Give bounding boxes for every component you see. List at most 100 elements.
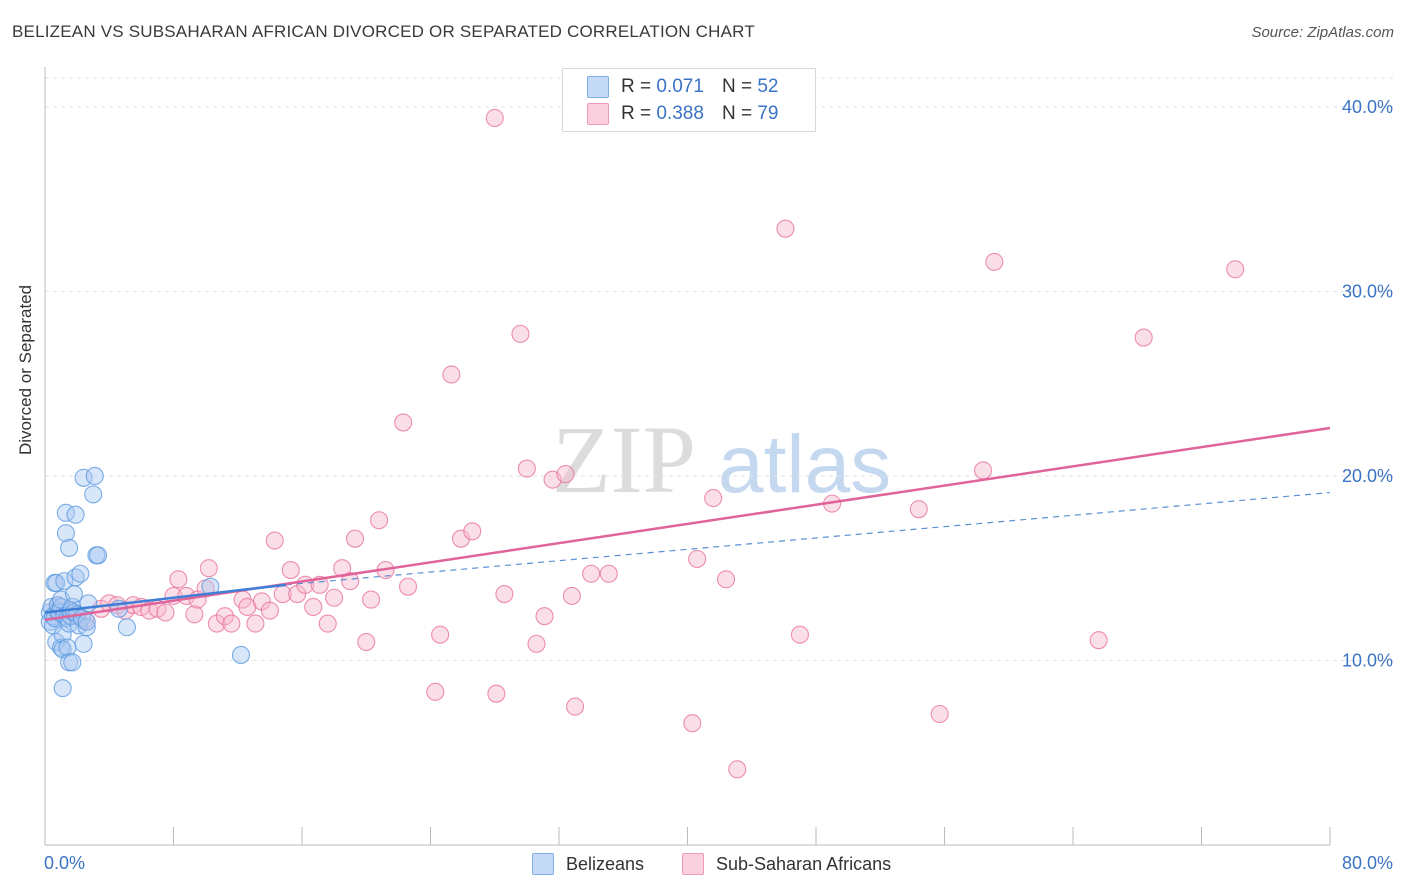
point-subsaharan-46 [442, 365, 461, 384]
point-subsaharan-58 [562, 586, 581, 605]
point-subsaharan-66 [728, 760, 747, 779]
point-subsaharan-17 [199, 559, 218, 578]
source-credit: Source: ZipAtlas.com [1251, 24, 1394, 41]
point-subsaharan-12 [169, 570, 188, 589]
point-belizeans-49 [117, 618, 136, 637]
point-belizeans-29 [63, 653, 82, 672]
point-belizeans-41 [77, 618, 96, 637]
point-subsaharan-33 [318, 614, 337, 633]
point-subsaharan-50 [487, 684, 506, 703]
tick-labels: 10.0% 20.0% 30.0% 40.0% 0.0% 80.0% [44, 97, 1393, 873]
chart-title: BELIZEAN VS SUBSAHARAN AFRICAN DIVORCED … [12, 22, 755, 41]
point-subsaharan-52 [511, 324, 530, 343]
point-subsaharan-47 [451, 529, 471, 548]
point-subsaharan-75 [1134, 328, 1153, 347]
legend-n-value: 52 [757, 76, 779, 97]
point-subsaharan-49 [485, 108, 504, 128]
point-belizeans-33 [66, 505, 85, 524]
legend-n-value: 79 [757, 103, 779, 124]
point-subsaharan-20 [222, 614, 241, 633]
point-belizeans-40 [74, 634, 93, 653]
point-belizeans-20 [56, 524, 75, 543]
point-subsaharan-39 [362, 590, 381, 609]
point-subsaharan-48 [463, 522, 482, 541]
legend-row-belizeans: R = 0.071 N = 52 [587, 75, 778, 99]
point-subsaharan-60 [582, 564, 601, 583]
bottom-legend-swatch-subsaharan [682, 853, 704, 875]
point-subsaharan-26 [265, 531, 284, 550]
bottom-legend-label-belizeans: Belizeans [566, 853, 645, 874]
point-subsaharan-36 [341, 572, 360, 591]
point-belizeans-44 [84, 485, 103, 504]
point-belizeans-51 [231, 645, 251, 664]
point-subsaharan-37 [345, 529, 365, 548]
point-subsaharan-61 [599, 564, 618, 583]
legend-r-label: R = [621, 103, 652, 124]
point-belizeans-45 [85, 466, 104, 486]
y-axis-label: Divorced or Separated [16, 284, 35, 455]
point-belizeans-8 [47, 632, 66, 652]
trend-layer [44, 426, 1331, 622]
point-subsaharan-64 [704, 489, 723, 508]
legend-n-label: N = [721, 76, 753, 97]
point-subsaharan-34 [325, 588, 344, 607]
point-subsaharan-70 [909, 500, 928, 519]
point-belizeans-17 [53, 679, 72, 698]
point-subsaharan-65 [716, 570, 736, 589]
point-subsaharan-40 [370, 511, 389, 530]
point-subsaharan-31 [304, 597, 323, 617]
y-tick-label-3: 40.0% [1342, 97, 1393, 117]
point-subsaharan-67 [776, 219, 795, 238]
legend-row-subsaharan: R = 0.388 N = 79 [587, 102, 778, 126]
point-subsaharan-76 [1226, 260, 1245, 279]
point-subsaharan-42 [394, 413, 413, 432]
point-belizeans-39 [74, 468, 93, 487]
point-belizeans-26 [60, 538, 79, 557]
correlation-legend: R = 0.071 N = 52 R = 0.388 N = 79 [562, 68, 816, 132]
point-subsaharan-10 [156, 603, 175, 622]
point-subsaharan-68 [790, 625, 809, 644]
point-subsaharan-45 [431, 625, 450, 644]
point-subsaharan-72 [973, 461, 993, 480]
legend-r-label: R = [621, 76, 652, 97]
x-tick-label-min: 0.0% [44, 853, 85, 873]
point-subsaharan-23 [246, 614, 265, 633]
bottom-legend-subsaharan: Sub-Saharan Africans [682, 852, 891, 876]
axes [44, 67, 1331, 846]
point-belizeans-37 [71, 564, 90, 583]
bottom-legend-label-subsaharan: Sub-Saharan Africans [716, 853, 892, 874]
trendline-belizeans-extended [285, 491, 1331, 586]
gridlines [45, 77, 1393, 661]
points-layer [40, 108, 1245, 779]
point-belizeans-19 [55, 572, 74, 591]
point-subsaharan-62 [683, 714, 702, 733]
legend-r-value: 0.071 [656, 76, 704, 97]
legend-swatch-belizeans [587, 76, 609, 98]
point-subsaharan-38 [357, 632, 376, 652]
point-subsaharan-59 [566, 697, 585, 716]
point-subsaharan-74 [1089, 631, 1108, 650]
legend-swatch-subsaharan [587, 103, 609, 125]
legend-n-label: N = [721, 103, 753, 124]
y-tick-label-1: 20.0% [1342, 466, 1393, 486]
trendline-belizeans [44, 583, 287, 614]
point-subsaharan-43 [398, 577, 418, 596]
zipatlas-watermark: ZIP atlas [552, 406, 891, 513]
point-subsaharan-54 [527, 634, 546, 653]
point-subsaharan-55 [535, 607, 554, 626]
point-belizeans-47 [88, 546, 108, 565]
point-belizeans-31 [64, 584, 83, 604]
y-tick-label-0: 10.0% [1342, 650, 1393, 670]
point-subsaharan-25 [260, 601, 279, 620]
point-subsaharan-71 [930, 704, 949, 724]
point-subsaharan-73 [985, 252, 1004, 271]
watermark-atlas: atlas [718, 419, 891, 510]
point-subsaharan-51 [495, 584, 514, 604]
point-subsaharan-57 [556, 465, 575, 484]
point-subsaharan-28 [281, 561, 300, 580]
y-tick-label-2: 30.0% [1342, 281, 1393, 301]
x-tick-label-max: 80.0% [1342, 853, 1393, 873]
bottom-legend-swatch-belizeans [532, 853, 554, 875]
legend-r-value: 0.388 [656, 103, 704, 124]
